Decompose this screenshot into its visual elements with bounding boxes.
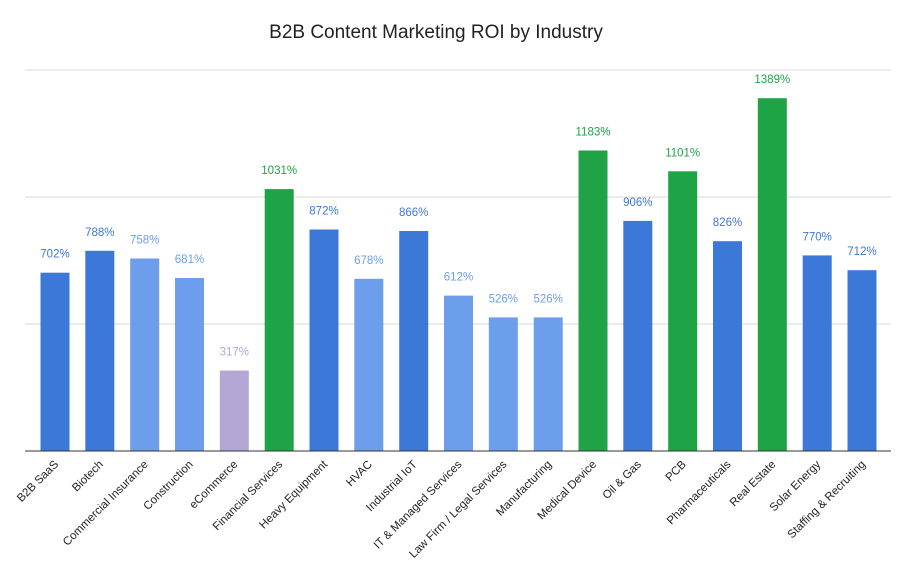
x-tick-label: B2B SaaS (15, 458, 61, 504)
x-tick-label: Biotech (70, 459, 106, 495)
data-label: 866% (399, 207, 428, 219)
data-label: 317% (220, 347, 249, 359)
bar (757, 98, 787, 451)
x-tick-label: Staffing & Recruiting (786, 459, 868, 541)
bar (713, 241, 742, 451)
data-label: 758% (130, 235, 159, 247)
bar (399, 231, 429, 451)
bar (219, 370, 249, 451)
bar (264, 189, 294, 451)
data-label: 788% (85, 227, 114, 239)
data-label: 1183% (576, 127, 611, 139)
data-label: 526% (489, 293, 518, 305)
data-labels: 702% 788% 758% 681% 317% 1031% 872% 678% 866% 612… (40, 74, 876, 358)
bar (488, 317, 518, 451)
bar (802, 255, 832, 451)
data-label: 826% (713, 217, 742, 229)
bar (444, 295, 473, 451)
data-label: 712% (847, 246, 876, 258)
data-label: 612% (444, 272, 473, 284)
bar (309, 229, 339, 451)
bar (668, 171, 698, 452)
bar (85, 250, 115, 451)
bar (40, 272, 70, 451)
data-label: 872% (309, 206, 338, 218)
x-tick-label: Oil & Gas (601, 458, 644, 501)
data-label: 526% (533, 293, 562, 305)
bar (623, 220, 653, 451)
bar (130, 258, 160, 451)
bar (533, 317, 563, 451)
chart-title: B2B Content Marketing ROI by Industry (269, 22, 603, 43)
data-label: 1101% (665, 147, 700, 159)
data-label: 678% (354, 255, 383, 267)
x-tick-label: Commercial Insurance (61, 459, 151, 549)
bar (847, 270, 877, 451)
data-label: 1031% (261, 165, 297, 177)
data-label: 1389% (754, 74, 790, 86)
bar (175, 278, 204, 451)
bar (354, 278, 384, 451)
x-tick-label: IT & Managed Services (372, 458, 465, 551)
bars (40, 98, 877, 452)
data-label: 770% (802, 231, 831, 243)
x-tick-label: PCB (664, 458, 689, 483)
x-tick-label: HVAC (344, 459, 374, 489)
data-label: 702% (40, 249, 69, 261)
data-label: 906% (623, 197, 652, 209)
data-label: 681% (175, 254, 204, 266)
bar (578, 150, 608, 451)
